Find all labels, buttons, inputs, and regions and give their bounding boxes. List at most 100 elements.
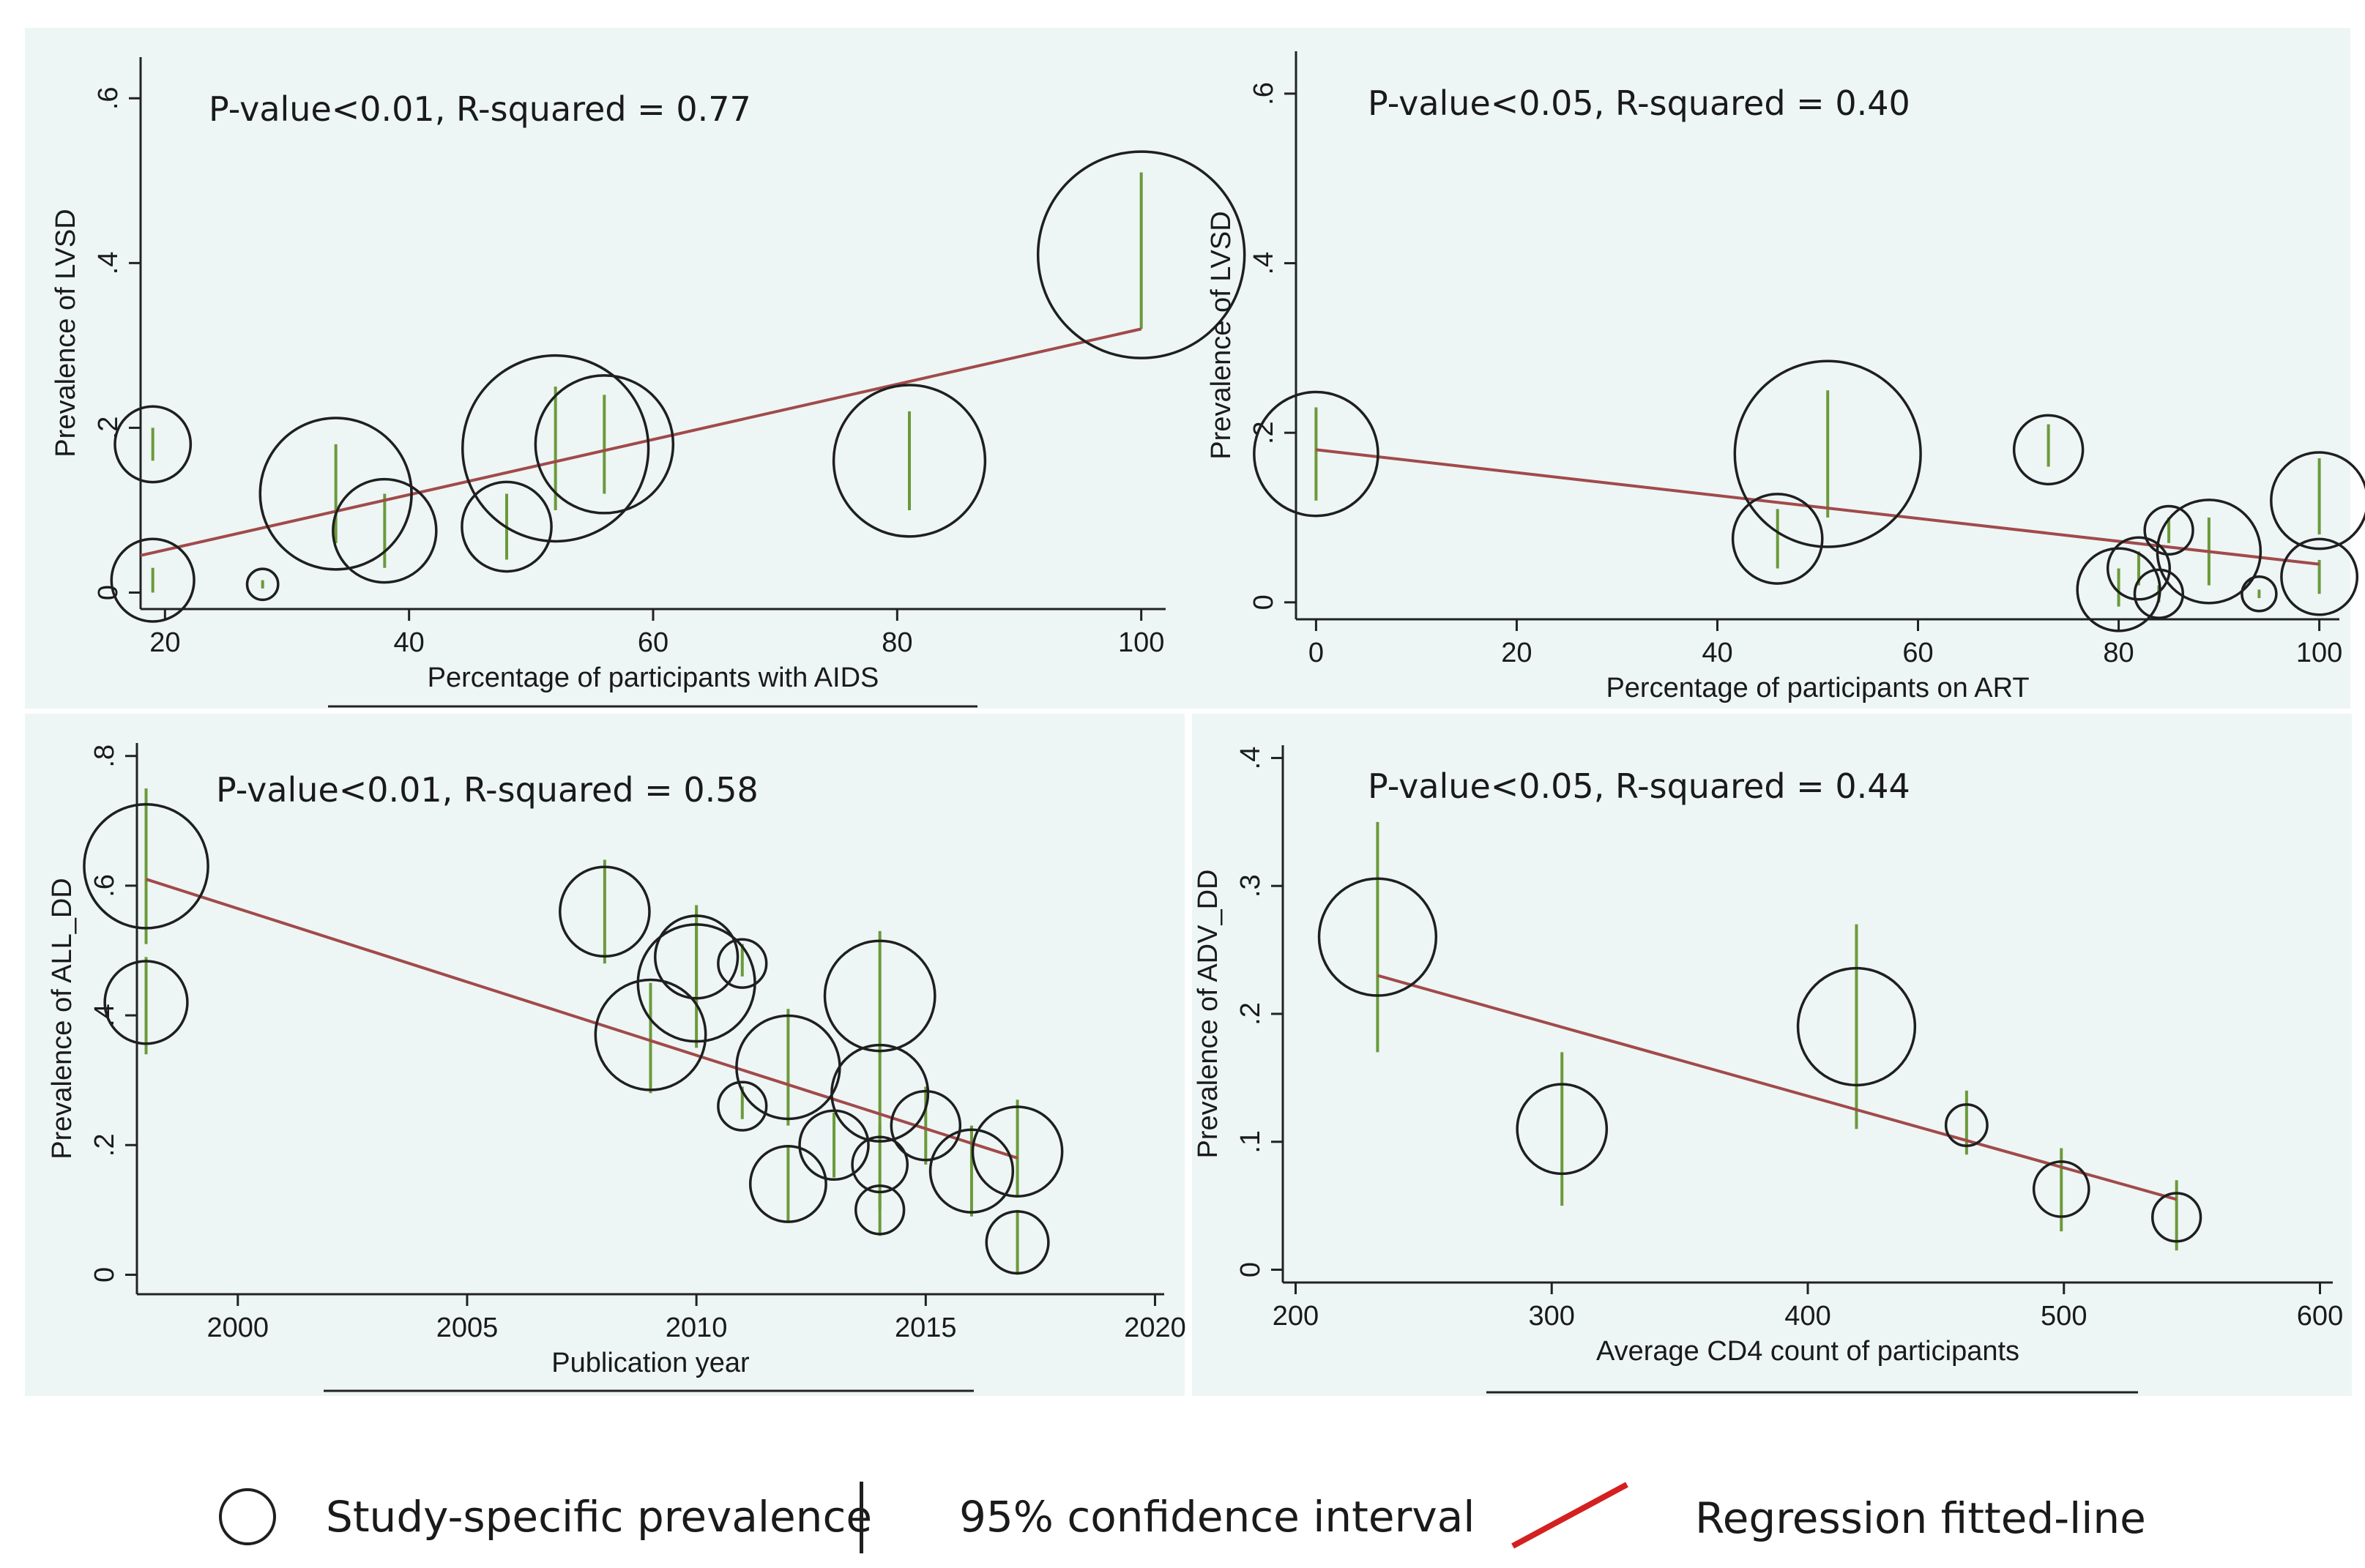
- study-point: [2012, 414, 2085, 486]
- x-tick-label: 60: [1902, 638, 1933, 668]
- x-tick-label: 40: [1702, 638, 1732, 668]
- study-point: [594, 978, 707, 1091]
- study-point: [332, 477, 438, 584]
- y-tick-label: .6: [1248, 82, 1279, 105]
- y-axis-title: Prevalence of LVSD: [1206, 211, 1237, 459]
- study-point: [2106, 536, 2172, 601]
- y-tick-label: .2: [1235, 1002, 1266, 1026]
- study-point: [832, 384, 987, 538]
- x-axis-title: Publication year: [551, 1348, 750, 1378]
- x-tick-label: 40: [394, 627, 425, 658]
- study-point: [1317, 877, 1438, 997]
- study-point: [110, 537, 195, 623]
- y-tick-label: .2: [1248, 421, 1279, 444]
- y-tick-label: .1: [1235, 1130, 1266, 1154]
- study-point: [748, 1144, 827, 1223]
- x-tick-label: 2005: [436, 1313, 499, 1343]
- x-tick-label: 600: [2297, 1301, 2343, 1332]
- x-axis-title: Percentage of participants on ART: [1606, 673, 2029, 703]
- x-tick-label: 60: [638, 627, 668, 658]
- regression-line: [140, 327, 1142, 557]
- study-point: [1944, 1103, 1989, 1147]
- study-point: [1516, 1083, 1609, 1176]
- x-axis-title: Average CD4 count of participants: [1596, 1336, 2019, 1367]
- study-point: [1036, 150, 1246, 359]
- study-point: [830, 1043, 930, 1143]
- regression-line: [1316, 448, 2320, 566]
- x-tick-label: 2000: [207, 1313, 269, 1343]
- legend-fit-line-icon: [1511, 1482, 1628, 1549]
- study-point: [2032, 1160, 2090, 1218]
- x-tick-label: 400: [1784, 1301, 1830, 1332]
- chart-panel-3: 2000 2005 2010 2015 20200.2.4.6.8Publication…: [47, 743, 1186, 1392]
- study-point: [1733, 359, 1922, 548]
- y-tick-label: 0: [1248, 594, 1279, 610]
- study-point: [851, 1135, 909, 1194]
- y-tick-label: 0: [1235, 1262, 1266, 1277]
- x-tick-label: 20: [1501, 638, 1532, 668]
- stats-annotation: P-value<0.01, R-squared = 0.58: [216, 770, 759, 810]
- y-axis-title: Prevalence of LVSD: [51, 209, 81, 457]
- legend-ci-label: 95% confidence interval: [959, 1492, 1475, 1542]
- x-tick-label: 100: [1118, 627, 1164, 658]
- study-point: [2133, 568, 2185, 619]
- x-tick-label: 2020: [1124, 1313, 1186, 1343]
- study-point: [559, 865, 651, 958]
- study-point: [854, 1184, 906, 1236]
- study-point: [245, 567, 280, 602]
- x-tick-label: 20: [149, 627, 180, 658]
- chart-panel-2: 0 20 40 60 80 100 0 .2 .4 .6 Percentage of partici…: [1206, 51, 2365, 703]
- study-point: [534, 374, 675, 515]
- y-tick-label: 0: [89, 1267, 120, 1283]
- study-point: [1796, 966, 1917, 1087]
- study-point: [928, 1128, 1015, 1214]
- y-tick-label: .6: [89, 874, 120, 897]
- regression-line: [145, 878, 1018, 1160]
- x-tick-label: 300: [1529, 1301, 1575, 1332]
- study-point: [103, 960, 189, 1045]
- y-tick-label: 0: [93, 585, 124, 600]
- study-point: [653, 914, 740, 1000]
- study-point: [461, 480, 553, 573]
- legend-circle-icon: [219, 1488, 276, 1545]
- x-tick-label: 100: [2296, 638, 2342, 668]
- x-tick-label: 2015: [895, 1313, 957, 1343]
- study-point: [2270, 451, 2365, 550]
- x-tick-label: 2010: [666, 1313, 728, 1343]
- study-point: [1253, 390, 1379, 518]
- study-point: [258, 417, 413, 571]
- study-point: [985, 1210, 1050, 1275]
- x-tick-label: 80: [2103, 638, 2134, 668]
- stats-annotation: P-value<0.01, R-squared = 0.77: [209, 89, 751, 129]
- study-point: [1731, 493, 1824, 585]
- study-point: [2143, 504, 2194, 556]
- study-point: [890, 1089, 962, 1162]
- study-point: [2280, 537, 2359, 616]
- study-point: [113, 405, 193, 484]
- x-tick-label: 500: [2041, 1301, 2087, 1332]
- y-tick-label: .4: [1235, 747, 1266, 770]
- legend-ci-bar-icon: [860, 1482, 863, 1553]
- y-axis-title: Prevalence of ALL_DD: [47, 878, 78, 1159]
- y-tick-label: .3: [1235, 874, 1266, 897]
- study-point: [2150, 1192, 2202, 1243]
- chart-panel-4: 200 300 400 500 600 0 .1 .2 .3 .4 Average CD4 coun…: [1193, 745, 2343, 1394]
- study-point: [717, 938, 768, 989]
- study-point: [2241, 575, 2278, 613]
- y-tick-label: .6: [93, 86, 124, 110]
- study-point: [461, 354, 650, 543]
- study-point: [83, 802, 209, 930]
- study-point: [2156, 499, 2262, 605]
- legend-fit-label: Regression fitted-line: [1695, 1493, 2146, 1543]
- y-axis-title: Prevalence of ADV_DD: [1193, 870, 1224, 1159]
- y-tick-label: .2: [89, 1133, 120, 1157]
- x-tick-label: 200: [1273, 1301, 1319, 1332]
- x-tick-label: 80: [882, 627, 912, 658]
- y-tick-label: .8: [89, 744, 120, 768]
- stats-annotation: P-value<0.05, R-squared = 0.40: [1368, 83, 1910, 123]
- study-point: [823, 939, 936, 1053]
- panel-3-background: [25, 714, 1185, 1396]
- y-tick-label: .4: [1248, 252, 1279, 275]
